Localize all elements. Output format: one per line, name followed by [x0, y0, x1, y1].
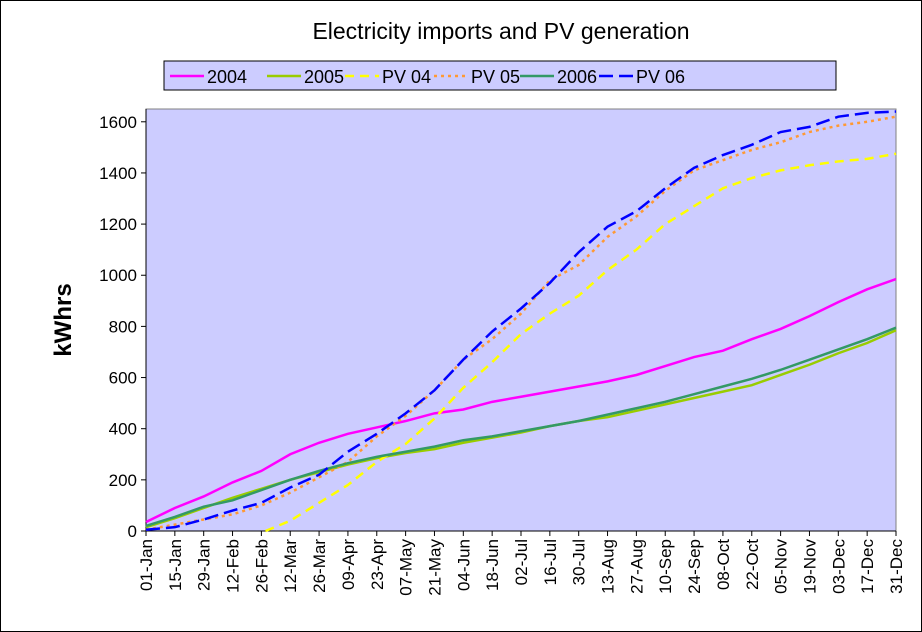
x-tick-label: 16-Jul: [541, 539, 560, 585]
x-tick-label: 01-Jan: [137, 539, 156, 591]
series-line-pv-05: [145, 115, 897, 531]
y-tick-label: 200: [109, 471, 137, 490]
y-tick-label: 0: [128, 522, 137, 541]
plot-area: [145, 108, 897, 532]
series-line-2004: [145, 277, 897, 524]
y-tick-label: 1000: [99, 266, 137, 285]
x-tick-label: 12-Mar: [281, 539, 300, 593]
x-tick-label: 15-Jan: [166, 539, 185, 591]
y-tick-label: 1600: [99, 113, 137, 132]
x-tick-label: 02-Jul: [512, 539, 531, 585]
x-tick-label: 24-Sep: [685, 539, 704, 594]
x-tick-label: 12-Feb: [224, 539, 243, 593]
legend-label: 2004: [207, 67, 247, 87]
x-tick-label: 13-Aug: [599, 539, 618, 594]
y-tick-label: 400: [109, 420, 137, 439]
x-tick-label: 18-Jun: [483, 539, 502, 591]
chart-title: Electricity imports and PV generation: [312, 18, 689, 44]
y-tick-label: 600: [109, 369, 137, 388]
legend-label: PV 05: [471, 67, 520, 87]
x-tick-label: 26-Mar: [310, 539, 329, 593]
x-tick-label: 23-Apr: [368, 539, 387, 590]
x-tick-label: 30-Jul: [570, 539, 589, 585]
x-tick-label: 22-Oct: [743, 539, 762, 590]
x-axis: 01-Jan 15-Jan 29-Jan 12-Feb 26-Feb 12-Mar 26-M…: [137, 530, 906, 596]
x-tick-label: 10-Sep: [656, 539, 675, 594]
legend-label: PV 06: [636, 67, 685, 87]
x-tick-label: 17-Dec: [858, 539, 877, 594]
series-line-pv-06: [145, 110, 897, 531]
x-tick-label: 04-Jun: [454, 539, 473, 591]
series-line-2006: [145, 326, 897, 528]
series-lines: [145, 110, 897, 533]
x-tick-label: 26-Feb: [252, 539, 271, 593]
x-tick-label: 31-Dec: [887, 539, 906, 594]
legend-label: PV 04: [382, 67, 431, 87]
x-tick-label: 21-May: [425, 539, 444, 596]
y-tick-label: 1400: [99, 164, 137, 183]
y-tick-label: 1200: [99, 215, 137, 234]
legend-label: 2005: [304, 67, 344, 87]
x-tick-label: 05-Nov: [772, 539, 791, 594]
series-line-pv-04: [265, 152, 897, 533]
y-axis-label: kWhrs: [50, 283, 77, 356]
x-tick-label: 27-Aug: [627, 539, 646, 594]
x-tick-label: 07-May: [397, 539, 416, 596]
x-tick-label: 09-Apr: [339, 539, 358, 590]
y-tick-label: 800: [109, 317, 137, 336]
x-tick-label: 19-Nov: [800, 539, 819, 594]
legend-label: 2006: [557, 67, 597, 87]
x-tick-label: 03-Dec: [829, 539, 848, 594]
legend: 2004 2005 PV 04 PV 05 2006 PV 06: [163, 60, 837, 91]
x-tick-label: 08-Oct: [714, 539, 733, 590]
y-axis: 0 200 400 600 800 1000 1200 1400 1600: [99, 109, 147, 541]
x-tick-label: 29-Jan: [195, 539, 214, 591]
